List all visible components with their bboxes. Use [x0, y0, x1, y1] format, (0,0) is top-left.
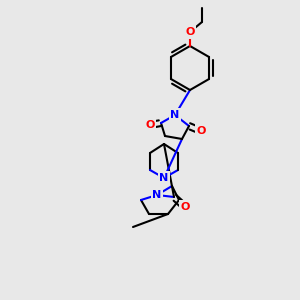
- Text: N: N: [152, 190, 162, 200]
- Text: N: N: [170, 110, 180, 120]
- Text: O: O: [145, 120, 155, 130]
- Text: O: O: [180, 202, 190, 212]
- Text: O: O: [196, 126, 206, 136]
- Text: N: N: [159, 173, 169, 183]
- Text: O: O: [185, 27, 195, 37]
